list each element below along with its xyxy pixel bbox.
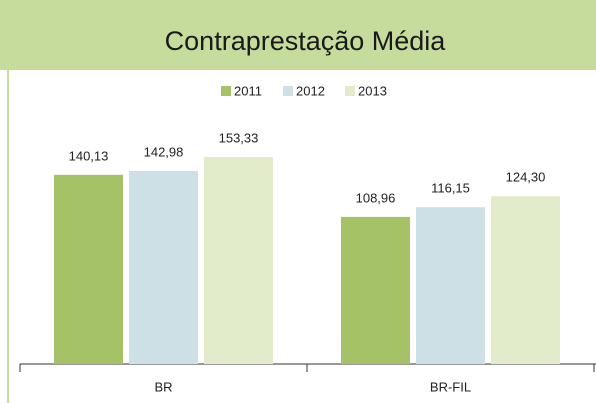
x-tick-label: BR [154,379,172,394]
x-tick-label: BR-FIL [430,379,471,394]
legend-swatch [283,86,293,96]
value-label: 142,98 [144,144,184,159]
value-label: 124,30 [506,170,546,185]
value-label: 108,96 [356,190,396,205]
legend-swatch [221,86,231,96]
legend-label: 2013 [358,83,387,98]
value-label: 116,15 [431,181,470,196]
bar [129,170,198,364]
bar [491,196,560,364]
bar [204,157,273,364]
bar [54,174,123,364]
legend-swatch [345,86,355,96]
header-band [0,0,596,70]
chart-title: Contraprestação Média [165,26,447,56]
legend-label: 2012 [296,83,325,98]
value-label: 153,33 [219,130,259,145]
value-label: 140,13 [69,148,109,163]
legend-label: 2011 [234,83,262,98]
bar [416,207,485,364]
bar [341,216,410,364]
